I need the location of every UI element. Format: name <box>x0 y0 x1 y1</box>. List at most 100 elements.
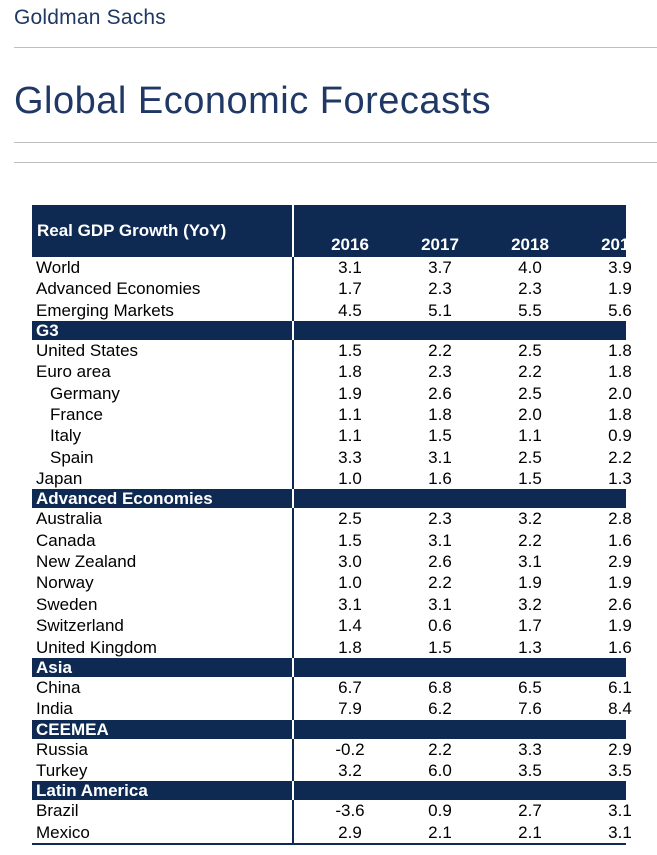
table-cell: 1.1 <box>518 426 542 446</box>
section-header: Asia <box>32 657 626 677</box>
brand-name: Goldman Sachs <box>14 6 167 29</box>
table-row: Euro area 1.8 2.3 2.2 1.8 <box>32 361 632 383</box>
column-divider <box>292 321 294 341</box>
table-cell: 6.8 <box>428 677 452 697</box>
year-header: 2017 <box>421 235 459 254</box>
table-cell: 2.0 <box>608 383 632 403</box>
column-divider <box>292 489 294 509</box>
table-cell: 3.1 <box>428 447 452 467</box>
row-label: India <box>36 699 73 719</box>
table-row: Germany 1.9 2.6 2.5 2.0 <box>32 382 632 405</box>
table-row: Sweden 3.1 3.1 3.2 2.6 <box>32 593 632 616</box>
section-header: Advanced Economies <box>32 489 626 509</box>
table-cell: 1.9 <box>608 573 632 593</box>
row-label: Australia <box>36 509 103 529</box>
section-label: CEEMEA <box>36 719 109 739</box>
column-divider <box>292 821 294 843</box>
table-cell: 2.7 <box>518 801 542 821</box>
table-cell: 1.8 <box>338 362 362 382</box>
table-cell: 1.0 <box>338 469 362 489</box>
table-cell: 1.5 <box>338 530 362 550</box>
table-cell: 1.9 <box>518 573 542 593</box>
section-header: G3 <box>32 321 626 341</box>
table-cell: 1.8 <box>608 341 632 361</box>
table-row: Spain 3.3 3.1 2.5 2.2 <box>32 446 632 469</box>
table-cell: 1.8 <box>608 405 632 425</box>
table-header: Real GDP Growth (YoY) 2016 2017 2018 201… <box>32 205 639 257</box>
table-cell: 1.8 <box>428 405 452 425</box>
row-label: Germany <box>50 383 120 403</box>
row-label: World <box>36 258 81 277</box>
table-cell: 1.5 <box>428 426 452 446</box>
table-cell: 6.1 <box>608 677 632 697</box>
column-divider <box>292 382 294 405</box>
table-cell: 3.9 <box>608 258 632 277</box>
table-cell: 1.8 <box>608 362 632 382</box>
row-label: Italy <box>50 426 82 446</box>
table-cell: 3.2 <box>518 594 542 614</box>
table-cell: 6.0 <box>428 760 452 780</box>
table-row: Emerging Markets 4.5 5.1 5.5 5.6 <box>32 299 632 322</box>
table-row: Canada 1.5 3.1 2.2 1.6 <box>32 529 632 552</box>
table-cell: 2.5 <box>518 383 542 403</box>
table-cell: 5.5 <box>518 300 542 320</box>
table-cell: 1.7 <box>518 616 542 636</box>
row-label: Canada <box>36 530 96 550</box>
column-divider <box>292 299 294 322</box>
table-cell: 2.1 <box>428 822 452 842</box>
year-header: 2018 <box>511 235 549 254</box>
section-label: G3 <box>36 321 59 341</box>
year-header: 2016 <box>331 235 369 254</box>
column-divider <box>292 719 294 739</box>
table-cell: 7.6 <box>518 699 542 719</box>
row-label: Sweden <box>36 594 98 614</box>
row-label: Turkey <box>36 760 88 780</box>
table-cell: 1.6 <box>608 637 632 657</box>
table-cell: 1.9 <box>338 383 362 403</box>
table-cell: 3.5 <box>608 760 632 780</box>
table-cell: 6.7 <box>338 677 362 697</box>
row-label: Russia <box>36 739 88 759</box>
table-cell: 3.5 <box>518 760 542 780</box>
column-divider <box>292 278 294 300</box>
table-cell: 3.1 <box>428 594 452 614</box>
row-label: United Kingdom <box>36 637 157 657</box>
table-cell: 2.6 <box>428 383 452 403</box>
column-divider <box>292 593 294 616</box>
table-cell: 0.9 <box>428 801 452 821</box>
divider <box>14 142 657 143</box>
table-cell: -0.2 <box>335 739 365 759</box>
table-cell: 3.3 <box>518 739 542 759</box>
table-cell: 1.1 <box>338 426 362 446</box>
table-row: Turkey 3.2 6.0 3.5 3.5 <box>32 759 632 782</box>
page-title: Global Economic Forecasts <box>14 80 492 122</box>
table-cell: 2.9 <box>608 552 632 572</box>
divider <box>14 47 657 48</box>
column-divider <box>292 205 294 257</box>
column-divider <box>292 361 294 383</box>
table-cell: 1.4 <box>338 616 362 636</box>
forecast-table: Real GDP Growth (YoY) 2016 2017 2018 201… <box>32 205 639 845</box>
column-divider <box>292 508 294 530</box>
table-cell: 1.3 <box>518 637 542 657</box>
table-row: United Kingdom 1.8 1.5 1.3 1.6 <box>32 636 632 658</box>
table-cell: 1.9 <box>608 279 632 299</box>
column-divider <box>292 698 294 720</box>
table-cell: 2.8 <box>608 509 632 529</box>
table-cell: 3.1 <box>428 530 452 550</box>
row-label: China <box>36 677 81 697</box>
table-cell: 2.9 <box>608 739 632 759</box>
table-cell: 2.3 <box>428 279 452 299</box>
table-cell: 4.5 <box>338 300 362 320</box>
column-divider <box>292 636 294 658</box>
table-cell: 2.2 <box>518 362 542 382</box>
column-divider <box>292 676 294 699</box>
table-row: United States 1.5 2.2 2.5 1.8 <box>32 340 632 362</box>
section-label: Advanced Economies <box>36 489 213 509</box>
table-row: France 1.1 1.8 2.0 1.8 <box>32 404 632 426</box>
row-label: Euro area <box>36 362 111 382</box>
table-cell: 0.9 <box>608 426 632 446</box>
row-label: Japan <box>36 469 83 489</box>
table-cell: 1.1 <box>338 405 362 425</box>
table-cell: 1.5 <box>518 469 542 489</box>
